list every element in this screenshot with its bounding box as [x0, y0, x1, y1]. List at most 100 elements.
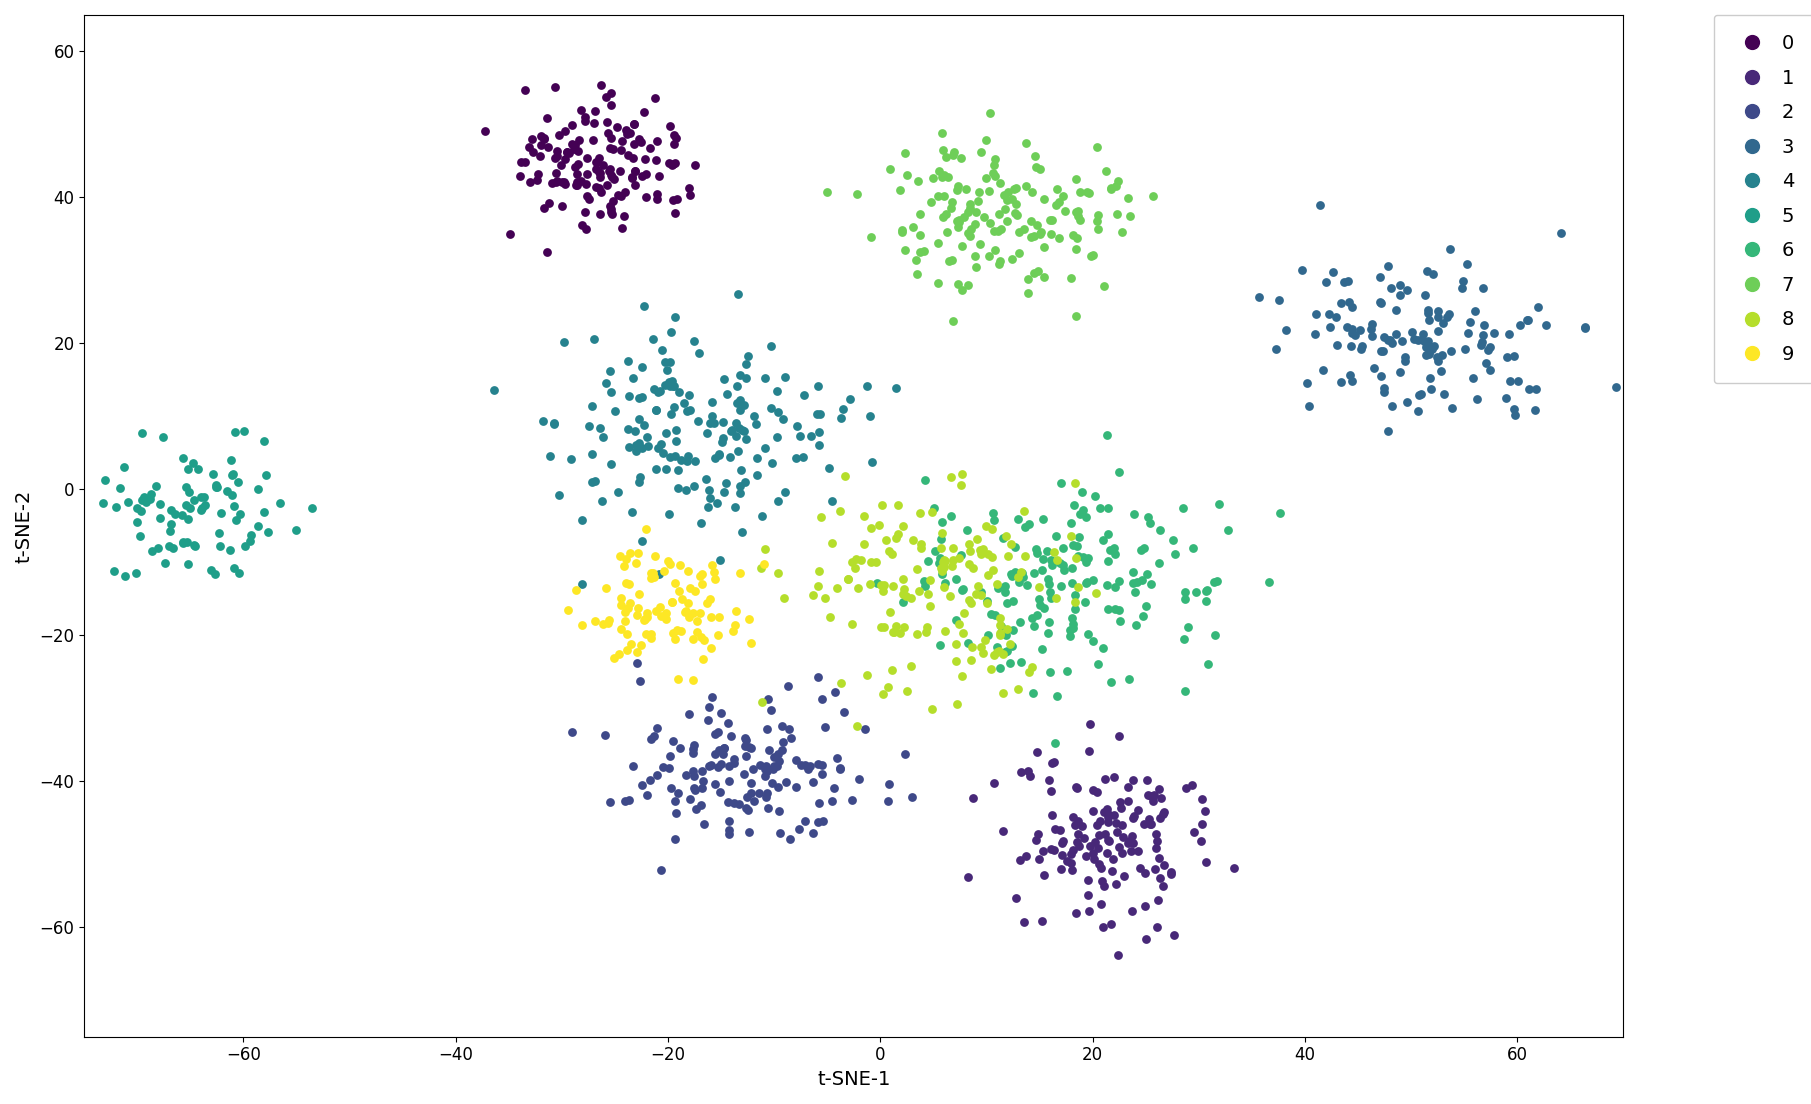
Point — [1009, 569, 1038, 586]
Point — [706, 552, 735, 570]
Point — [822, 749, 851, 766]
Point — [129, 424, 158, 442]
Point — [1126, 541, 1155, 559]
Point — [628, 358, 657, 375]
Point — [998, 567, 1027, 585]
Point — [1306, 195, 1335, 213]
Point — [857, 519, 886, 537]
Point — [1023, 544, 1052, 562]
Point — [598, 205, 627, 223]
Point — [953, 203, 982, 221]
Point — [929, 140, 958, 158]
Point — [956, 227, 985, 245]
Point — [804, 577, 833, 595]
Point — [641, 402, 670, 420]
Point — [1123, 573, 1152, 591]
Point — [1123, 616, 1152, 634]
Point — [601, 402, 630, 420]
Point — [1036, 212, 1065, 230]
Point — [643, 766, 672, 784]
Point — [618, 169, 647, 187]
Point — [596, 160, 625, 178]
Point — [704, 742, 733, 760]
Point — [1036, 551, 1065, 569]
Point — [994, 548, 1023, 565]
Point — [630, 150, 659, 168]
Point — [581, 473, 610, 490]
Point — [1413, 304, 1442, 321]
Point — [1130, 896, 1159, 914]
Point — [663, 784, 692, 802]
Point — [1146, 789, 1175, 807]
Point — [598, 192, 627, 210]
Point — [1025, 160, 1054, 178]
Point — [1192, 582, 1221, 599]
Point — [540, 149, 569, 167]
Point — [980, 167, 1009, 184]
Point — [632, 166, 661, 183]
Point — [1293, 374, 1322, 392]
Point — [1036, 590, 1065, 607]
Point — [1132, 597, 1161, 615]
Point — [978, 561, 1007, 578]
Point — [715, 448, 744, 466]
Point — [1414, 339, 1443, 357]
Point — [670, 603, 699, 620]
Point — [717, 622, 746, 639]
Point — [177, 454, 206, 471]
Point — [973, 566, 1001, 584]
Point — [1114, 670, 1143, 688]
Point — [235, 526, 264, 543]
Point — [572, 164, 601, 182]
Point — [873, 678, 902, 696]
Point — [1038, 754, 1067, 772]
Point — [1025, 225, 1054, 243]
Point — [681, 583, 710, 601]
Point — [206, 505, 235, 522]
Point — [753, 799, 782, 817]
Point — [960, 215, 989, 233]
Point — [572, 220, 601, 237]
Point — [1101, 599, 1130, 617]
Point — [587, 183, 616, 201]
Point — [724, 418, 753, 436]
Point — [875, 603, 904, 620]
Point — [639, 726, 668, 744]
Point — [610, 550, 639, 567]
Point — [799, 824, 828, 841]
Point — [934, 169, 963, 187]
Point — [654, 758, 683, 776]
Point — [243, 517, 272, 534]
Point — [616, 635, 645, 652]
Point — [581, 153, 610, 171]
Point — [1009, 220, 1038, 237]
Point — [1063, 208, 1092, 225]
Point — [560, 140, 589, 158]
Point — [965, 542, 994, 560]
Point — [585, 149, 614, 167]
Point — [1170, 629, 1199, 647]
Point — [1000, 538, 1029, 555]
Point — [1404, 403, 1433, 421]
Point — [737, 634, 766, 651]
Point — [543, 172, 572, 190]
Point — [676, 705, 704, 723]
Point — [728, 523, 757, 541]
Point — [1145, 781, 1174, 798]
Point — [799, 773, 828, 790]
Point — [1347, 338, 1376, 355]
Point — [944, 177, 973, 194]
Point — [869, 583, 898, 601]
Point — [170, 496, 199, 513]
Point — [730, 729, 759, 746]
Point — [581, 153, 610, 171]
Point — [906, 535, 934, 553]
Point — [666, 739, 695, 756]
Point — [618, 168, 647, 185]
Point — [643, 185, 672, 203]
Point — [768, 733, 797, 751]
Point — [969, 645, 998, 662]
Point — [1492, 349, 1521, 367]
Point — [985, 616, 1014, 634]
Point — [945, 550, 974, 567]
